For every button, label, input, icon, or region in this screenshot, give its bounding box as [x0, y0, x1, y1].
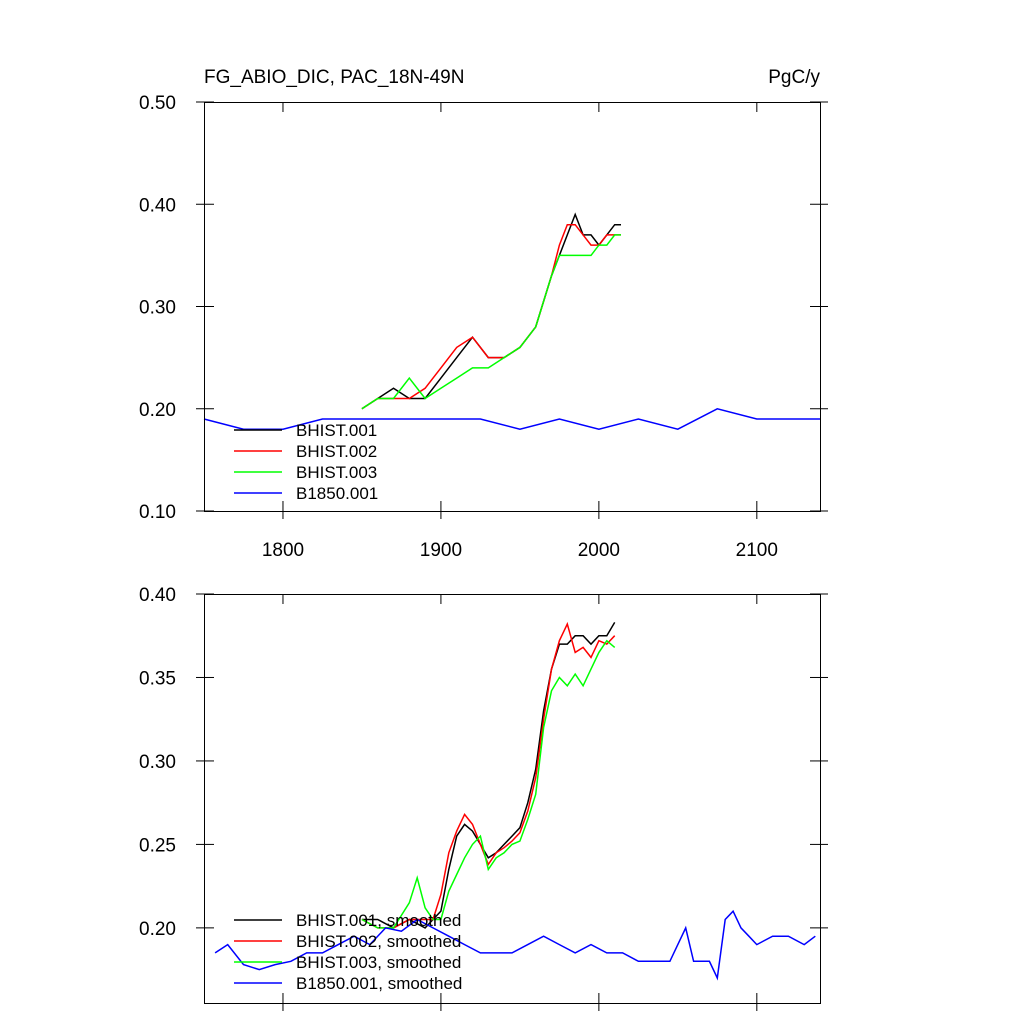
legend-label: BHIST.003 — [296, 463, 377, 482]
bottom-plot-frame — [204, 594, 821, 1004]
series-line-b1850-001-smoothed — [214, 909, 816, 981]
legend-label: BHIST.003, smoothed — [296, 953, 461, 972]
x-tick-label: 2000 — [578, 540, 620, 561]
y-tick-label: 0.35 — [139, 668, 176, 689]
legend-label: BHIST.002, smoothed — [296, 932, 461, 951]
bottom-series-group — [214, 621, 816, 981]
y-tick-label: 0.25 — [139, 835, 176, 856]
y-tick-label: 0.20 — [139, 919, 176, 940]
legend-label: B1850.001 — [296, 484, 378, 503]
series-line-bhist-003-smoothed — [361, 639, 616, 929]
units-label: PgC/y — [768, 67, 820, 88]
y-tick-label: 0.40 — [139, 195, 176, 216]
y-tick-label: 0.10 — [139, 502, 176, 523]
series-line-b1850-001 — [203, 408, 820, 430]
x-tick-label: 1900 — [420, 540, 462, 561]
legend-label: BHIST.002 — [296, 442, 377, 461]
legend-label: BHIST.001 — [296, 421, 377, 440]
series-line-bhist-002 — [361, 223, 621, 410]
x-tick-label: 2100 — [736, 540, 778, 561]
bottom-legend: BHIST.001, smoothed BHIST.002, smoothed BH… — [234, 911, 462, 993]
series-line-bhist-003 — [361, 234, 621, 410]
series-line-bhist-002-smoothed — [361, 621, 616, 929]
y-tick-label: 0.20 — [139, 400, 176, 421]
bottom-ticks-group: 0.20 0.25 0.30 0.35 0.40 — [139, 585, 828, 1011]
y-tick-label: 0.40 — [139, 585, 176, 606]
bottom-panel: 0.20 0.25 0.30 0.35 0.40 BHIST.001, smoothed… — [139, 585, 828, 1011]
series-line-bhist-001 — [361, 212, 621, 410]
top-panel: FG_ABIO_DIC, PAC_18N-49N PgC/y 0.100.200… — [139, 67, 828, 561]
legend-label: BHIST.001, smoothed — [296, 911, 461, 930]
top-ticks-group: 0.10 0.20 0.30 0.40 0.50 1800 1900 2000 2100 — [139, 93, 828, 561]
y-tick-label: 0.30 — [139, 752, 176, 773]
x-tick-label: 1800 — [262, 540, 304, 561]
top-legend: BHIST.001 BHIST.002 BHIST.003 B1850.001 — [234, 421, 378, 503]
y-tick-label: 0.50 — [139, 93, 176, 114]
legend-label: B1850.001, smoothed — [296, 974, 462, 993]
chart-title: FG_ABIO_DIC, PAC_18N-49N — [204, 67, 464, 88]
y-tick-label: 0.30 — [139, 298, 176, 319]
top-series-group — [203, 212, 820, 430]
series-line-bhist-001-smoothed — [361, 622, 616, 929]
